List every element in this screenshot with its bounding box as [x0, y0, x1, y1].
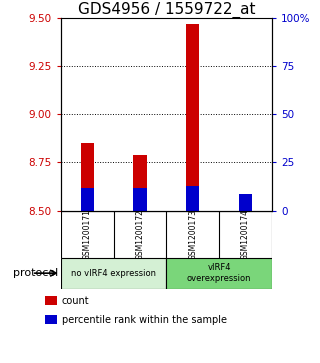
- Text: no vIRF4 expression: no vIRF4 expression: [71, 269, 156, 278]
- Bar: [133, 188, 147, 211]
- Bar: [133, 155, 147, 211]
- Bar: [186, 24, 199, 211]
- Bar: [166, 258, 272, 289]
- Text: count: count: [62, 296, 90, 306]
- Text: vIRF4
overexpression: vIRF4 overexpression: [187, 264, 252, 283]
- Bar: [81, 188, 94, 211]
- Text: percentile rank within the sample: percentile rank within the sample: [62, 315, 227, 325]
- Text: GSM1200174: GSM1200174: [241, 209, 250, 260]
- Bar: [81, 143, 94, 211]
- Bar: [239, 194, 252, 211]
- Bar: [186, 187, 199, 211]
- Bar: [45, 296, 57, 305]
- Text: GSM1200173: GSM1200173: [188, 209, 197, 260]
- Text: GSM1200172: GSM1200172: [135, 209, 145, 260]
- Title: GDS4956 / 1559722_at: GDS4956 / 1559722_at: [78, 2, 255, 18]
- Text: protocol: protocol: [13, 268, 58, 278]
- Bar: [61, 258, 166, 289]
- Bar: [45, 315, 57, 324]
- Bar: [239, 201, 252, 211]
- Text: GSM1200171: GSM1200171: [83, 209, 92, 260]
